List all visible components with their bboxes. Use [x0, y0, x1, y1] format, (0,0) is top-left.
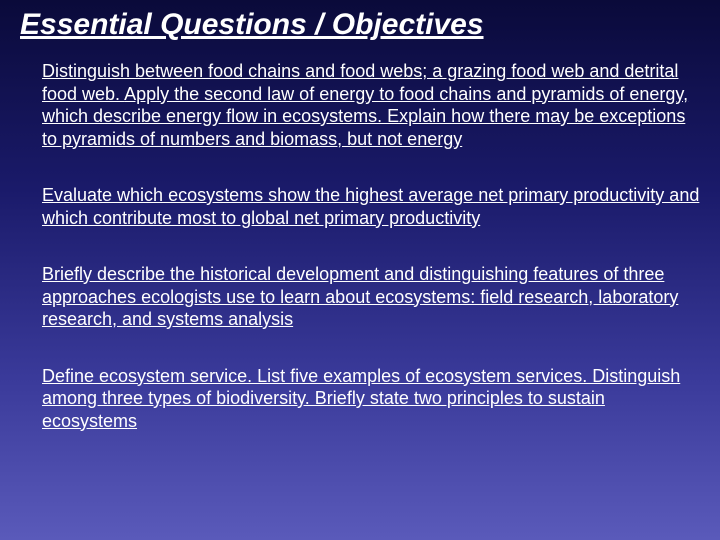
- slide-title: Essential Questions / Objectives: [20, 8, 700, 42]
- objective-item: Briefly describe the historical developm…: [42, 263, 700, 331]
- objective-text-underlined: Apply the second law of energy to food c…: [42, 84, 688, 149]
- objective-text: Define ecosystem service. List five exam…: [42, 366, 680, 431]
- objective-text: Evaluate which ecosystems show the highe…: [42, 185, 699, 228]
- objective-text: Briefly describe the historical developm…: [42, 264, 678, 329]
- objective-item: Evaluate which ecosystems show the highe…: [42, 184, 700, 229]
- slide: Essential Questions / Objectives Disting…: [0, 0, 720, 540]
- objective-item: Distinguish between food chains and food…: [42, 60, 700, 150]
- objectives-list: Distinguish between food chains and food…: [20, 60, 700, 432]
- objective-item: Define ecosystem service. List five exam…: [42, 365, 700, 433]
